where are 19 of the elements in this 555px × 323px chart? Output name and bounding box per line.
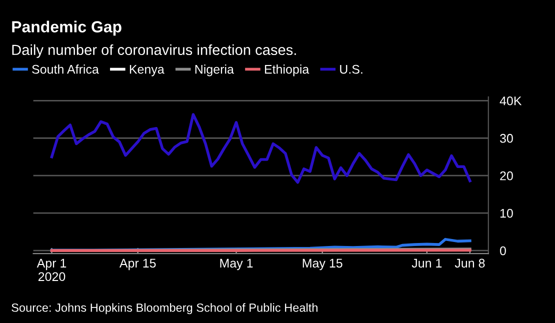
chart-subtitle: Daily number of coronavirus infection cases.: [12, 44, 296, 58]
y-tick-label: 20: [500, 171, 513, 180]
x-tick-label: Apr 1 2020: [36, 258, 66, 282]
source-note: Source: Johns Hopkins Bloomberg School of Public Health: [12, 303, 318, 314]
x-tick-label: Jun 8: [454, 258, 485, 268]
x-tick-label: Apr 15: [119, 258, 156, 270]
x-tick-label: Jun 1: [412, 258, 442, 268]
y-tick-label: 10: [500, 208, 513, 218]
x-tick-label: May 15: [302, 258, 342, 270]
chart-title: Pandemic Gap: [12, 20, 122, 36]
legend-label: Ethiopia: [264, 64, 310, 76]
y-tick-label: 40K: [500, 96, 522, 106]
legend-label: South Africa: [32, 64, 99, 74]
legend-label: Nigeria: [195, 64, 234, 76]
x-tick-label: May 1: [220, 258, 253, 270]
y-tick-label: 0: [500, 246, 506, 256]
y-tick-label: 30: [500, 134, 513, 143]
legend-label: U.S.: [340, 64, 362, 74]
legend-label: Kenya: [130, 65, 164, 76]
